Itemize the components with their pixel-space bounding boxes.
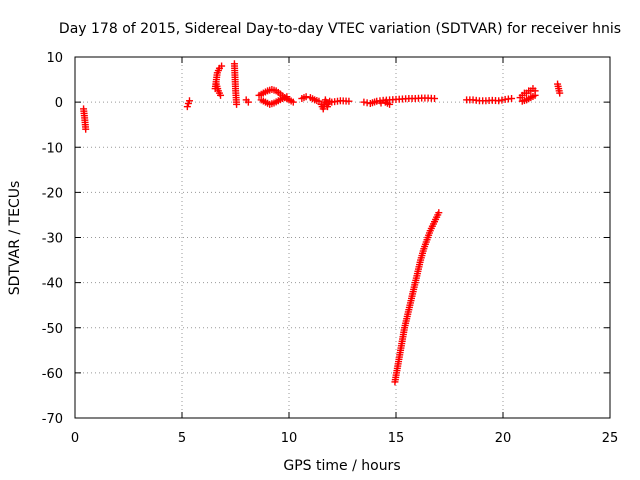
data-point xyxy=(289,98,297,106)
x-axis-label: GPS time / hours xyxy=(283,458,400,474)
x-tick-label: 5 xyxy=(178,431,186,446)
data-point xyxy=(508,95,516,103)
data-points xyxy=(80,60,564,386)
y-tick-label: -50 xyxy=(42,322,63,337)
x-tick-label: 20 xyxy=(495,431,512,446)
y-tick-label: -70 xyxy=(42,412,63,427)
y-tick-label: -60 xyxy=(42,367,63,382)
data-point xyxy=(233,100,241,108)
grid xyxy=(75,57,610,418)
y-axis-label: SDTVAR / TECUs xyxy=(7,181,23,296)
data-point xyxy=(302,93,310,101)
y-tick-label: -40 xyxy=(42,277,63,292)
axis-ticks: 0 5 10 15 20 25 10 0 -10 -20 -30 -40 -50 -60 -70 xyxy=(42,51,619,446)
data-point xyxy=(345,97,353,105)
plot-frame xyxy=(74,56,611,419)
x-tick-label: 0 xyxy=(71,431,79,446)
chart-title: Day 178 of 2015, Sidereal Day-to-day VTE… xyxy=(59,21,621,37)
data-point xyxy=(217,91,225,99)
x-tick-label: 10 xyxy=(281,431,298,446)
y-tick-label: -30 xyxy=(42,232,63,247)
data-point xyxy=(82,125,90,133)
y-tick-label: -20 xyxy=(42,186,63,201)
data-point xyxy=(386,100,394,108)
y-tick-label: -10 xyxy=(42,141,63,156)
data-point xyxy=(531,91,539,99)
y-tick-label: 10 xyxy=(46,51,63,66)
data-point xyxy=(377,99,385,107)
data-point xyxy=(218,62,226,70)
data-point xyxy=(435,209,443,217)
data-point xyxy=(183,103,191,111)
data-point xyxy=(556,89,564,97)
x-tick-label: 25 xyxy=(602,431,619,446)
x-tick-label: 15 xyxy=(388,431,405,446)
data-point xyxy=(283,93,291,101)
data-point xyxy=(244,98,252,106)
data-point xyxy=(431,95,439,103)
y-tick-label: 0 xyxy=(55,96,63,111)
data-point xyxy=(185,97,193,105)
